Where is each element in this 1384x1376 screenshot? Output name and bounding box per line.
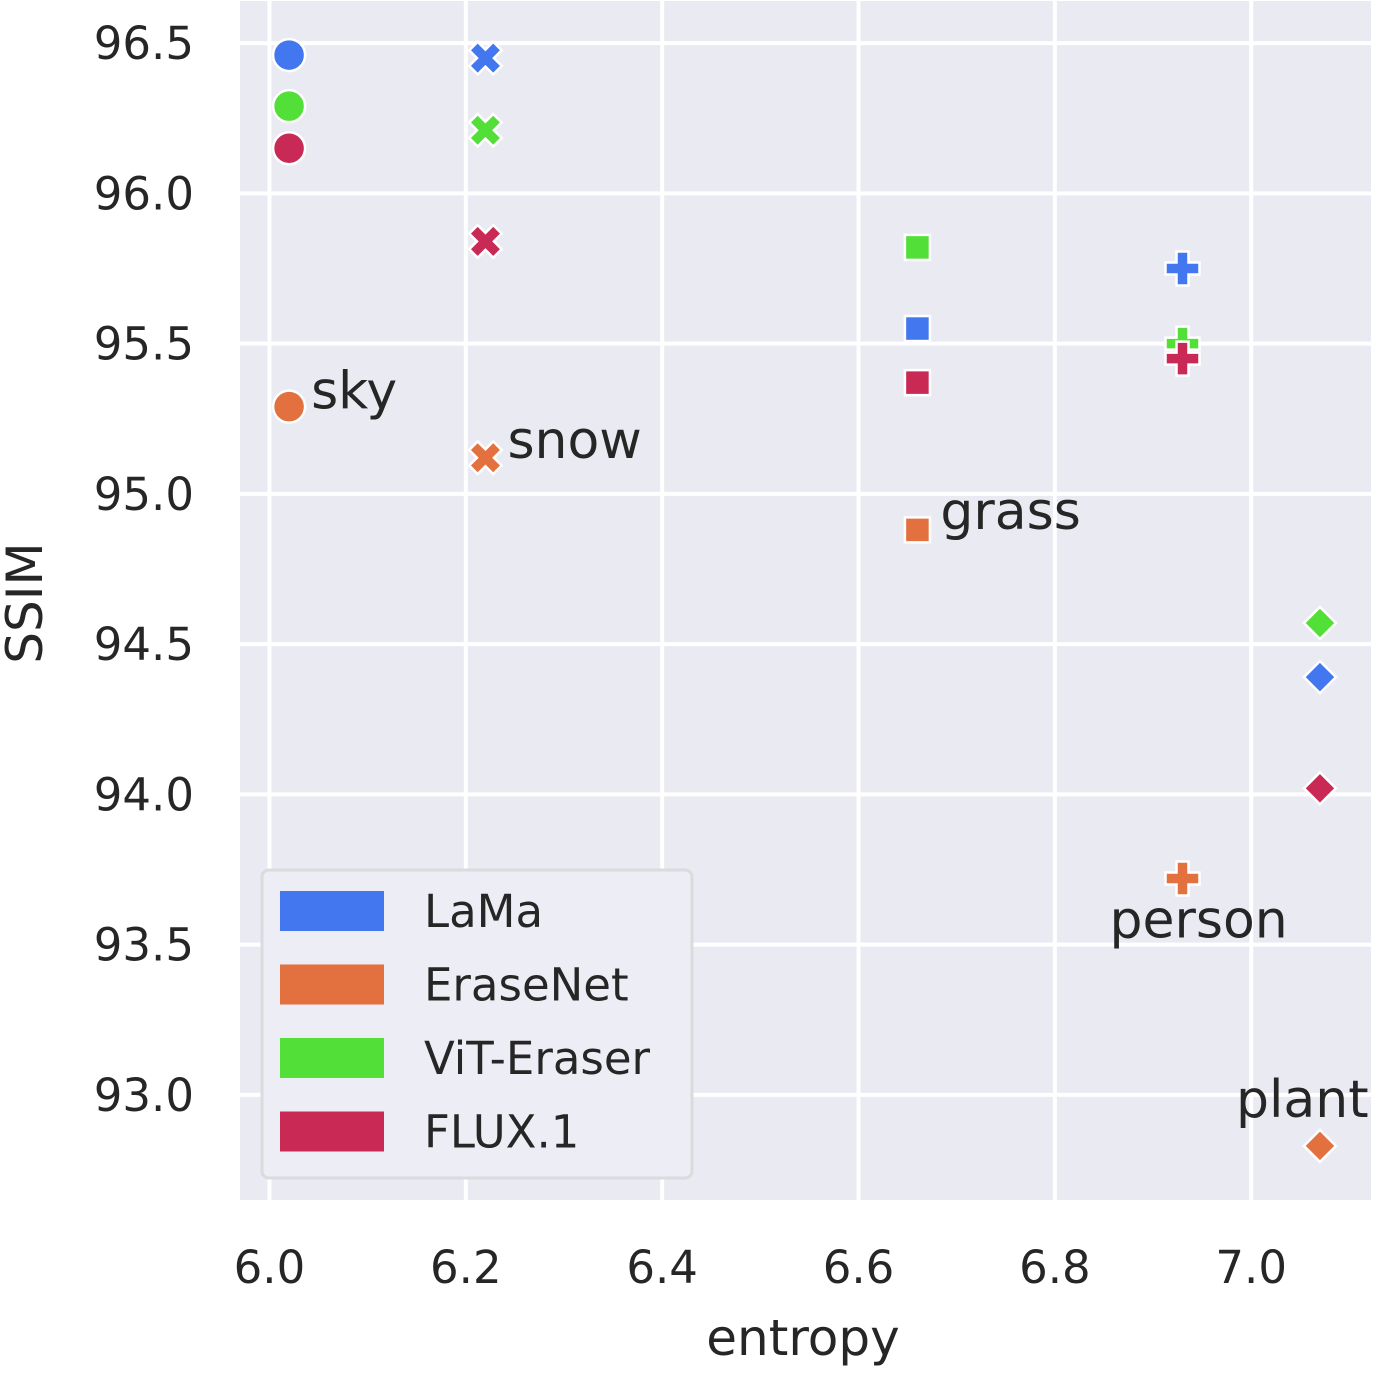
data-point-person (1164, 860, 1201, 897)
series-flux-1 (271, 130, 1338, 807)
annotation-snow: snow (507, 411, 641, 471)
legend-swatch (280, 1038, 384, 1078)
point-annotations: sky snow grass person plant (311, 362, 1369, 1130)
data-point-grass (903, 368, 932, 397)
y-tick-label: 93.0 (94, 1069, 194, 1122)
legend-label: ViT-Eraser (424, 1032, 651, 1085)
data-point-sky (271, 88, 307, 124)
data-point-snow (467, 40, 504, 77)
x-gridlines (267, 1, 1254, 1200)
data-point-plant (1302, 1128, 1338, 1164)
x-tick-label: 6.4 (626, 1241, 698, 1294)
data-point-person (1164, 340, 1201, 377)
y-tick-label: 95.0 (94, 468, 194, 521)
x-tick-label: 7.0 (1215, 1241, 1287, 1294)
legend: LaMa EraseNet ViT-Eraser FLUX.1 (260, 868, 694, 1180)
y-tick-label: 94.5 (94, 618, 194, 671)
annotation-person: person (1110, 890, 1288, 950)
series-lama (271, 37, 1338, 695)
legend-swatch (280, 964, 384, 1005)
legend-frame (260, 868, 694, 1180)
data-points (271, 37, 1338, 1164)
y-tick-label: 95.5 (94, 318, 194, 371)
y-tick-label: 93.5 (94, 919, 194, 972)
data-point-sky (271, 37, 307, 73)
legend-swatch (280, 891, 384, 931)
data-point-person (1164, 250, 1201, 287)
y-tick-label: 96.0 (94, 167, 194, 220)
data-point-plant (1302, 605, 1338, 641)
y-tick-label: 96.5 (94, 17, 194, 70)
legend-label: FLUX.1 (424, 1106, 579, 1159)
legend-swatch (280, 1111, 384, 1152)
data-point-snow (467, 112, 504, 149)
series-vit-eraser (271, 88, 1338, 641)
data-point-plant (1302, 770, 1338, 807)
data-point-grass (903, 233, 932, 262)
legend-label: LaMa (424, 885, 543, 938)
x-tick-label: 6.6 (823, 1241, 895, 1294)
x-tick-label: 6.8 (1019, 1241, 1091, 1294)
data-point-sky (271, 130, 307, 166)
legend-label: EraseNet (424, 959, 629, 1012)
annotation-grass: grass (940, 482, 1080, 542)
data-point-snow (467, 439, 504, 476)
y-tick-labels: 93.0 93.5 94.0 94.5 95.0 95.5 96.0 96.5 (94, 17, 194, 1122)
y-axis-label: SSIM (0, 542, 54, 663)
x-tick-labels: 6.0 6.2 6.4 6.6 6.8 7.0 (234, 1241, 1287, 1294)
x-tick-label: 6.0 (234, 1241, 306, 1294)
x-axis-label: entropy (706, 1309, 899, 1367)
annotation-sky: sky (311, 362, 397, 422)
data-point-grass (903, 516, 932, 544)
data-point-plant (1302, 659, 1338, 695)
data-point-grass (903, 314, 932, 343)
y-tick-label: 94.0 (94, 768, 194, 821)
x-tick-label: 6.2 (430, 1241, 502, 1294)
data-point-sky (271, 389, 307, 424)
series-erasenet (271, 389, 1338, 1164)
data-point-snow (467, 223, 504, 260)
annotation-plant: plant (1236, 1070, 1369, 1130)
